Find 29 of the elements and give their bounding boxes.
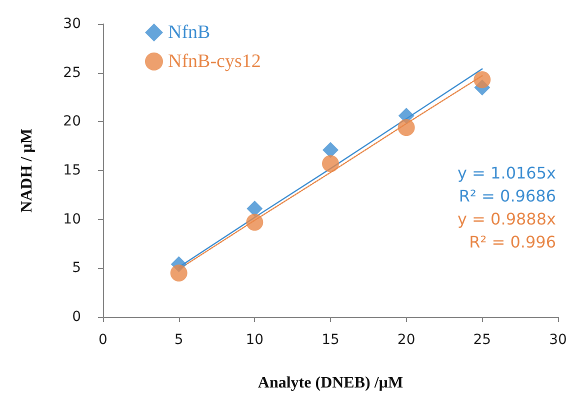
y-tick-label: 25 (63, 64, 81, 81)
y-tick-label: 15 (63, 162, 81, 178)
x-axis-title: Analyte (DNEB) /µM (258, 374, 404, 392)
point (398, 119, 415, 136)
legend-label: NfnB (168, 22, 210, 43)
y-tick-label: 0 (72, 309, 81, 325)
annotation: y = 1.0165x (458, 164, 556, 182)
y-tick-label: 30 (63, 16, 81, 32)
x-tick-label: 0 (98, 332, 108, 348)
x-tick-label: 10 (246, 332, 264, 348)
x-tick-label: 15 (322, 332, 340, 348)
y-tick-label: 5 (72, 260, 81, 276)
x-tick-label: 25 (473, 332, 492, 348)
x-tick-label: 20 (397, 332, 416, 348)
point (474, 71, 491, 88)
legend-label: NfnB-cys12 (168, 51, 261, 72)
y-tick-label: 20 (63, 114, 81, 130)
annotation: R² = 0.9686 (458, 186, 556, 206)
point (246, 200, 263, 217)
point (322, 142, 338, 158)
x-tick-label: 5 (174, 332, 184, 348)
y-tick-label: 10 (63, 211, 81, 228)
point (322, 155, 339, 172)
annotation: y = 0.9888x (458, 210, 556, 228)
x-tick-label: 30 (549, 332, 567, 348)
point (246, 214, 264, 231)
annotation: R² = 0.996 (469, 232, 556, 252)
y-axis-title: NADH / µM (18, 128, 36, 212)
point (170, 264, 188, 282)
